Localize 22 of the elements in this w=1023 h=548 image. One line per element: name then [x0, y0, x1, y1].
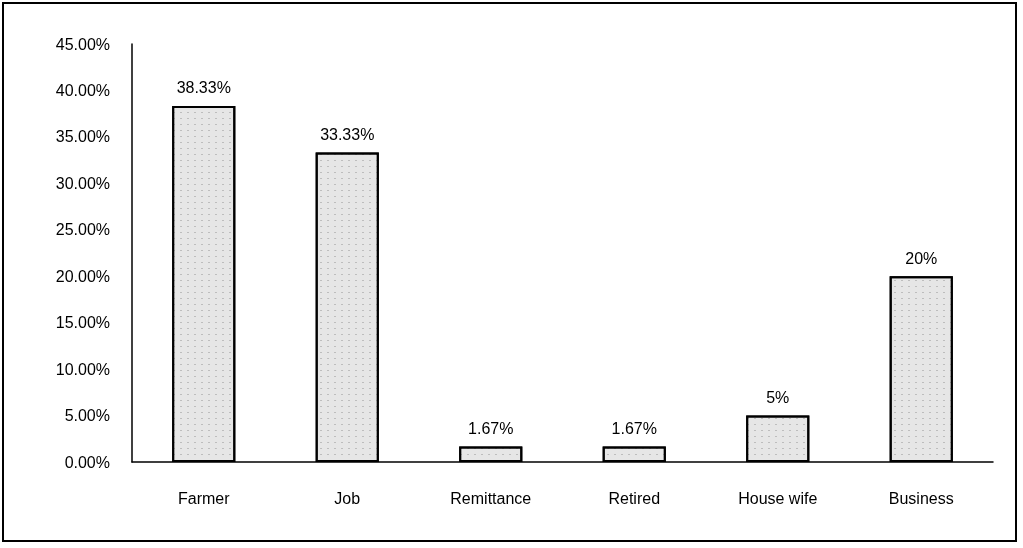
- x-tick-label: Remittance: [450, 489, 532, 507]
- x-tick-label: Business: [888, 489, 954, 507]
- x-tick-label: Job: [334, 489, 361, 507]
- y-tick-label: 10.00%: [55, 360, 110, 378]
- x-tick-label: House wife: [738, 489, 818, 507]
- x-tick-label: Farmer: [177, 489, 231, 507]
- y-tick-label: 25.00%: [55, 221, 110, 239]
- x-tick-label: Retired: [608, 489, 661, 507]
- data-label: 5%: [766, 389, 790, 407]
- y-tick-label: 35.00%: [55, 128, 110, 146]
- y-tick-label: 5.00%: [64, 407, 110, 425]
- data-label: 38.33%: [176, 79, 231, 97]
- data-label: 1.67%: [611, 419, 657, 437]
- data-label: 20%: [905, 249, 938, 267]
- y-tick-label: 40.00%: [55, 81, 110, 99]
- y-tick-label: 0.00%: [64, 453, 110, 471]
- data-label: 33.33%: [320, 125, 375, 143]
- y-tick-label: 30.00%: [55, 174, 110, 192]
- y-tick-label: 45.00%: [55, 35, 110, 53]
- y-tick-label: 15.00%: [55, 314, 110, 332]
- y-tick-label: 20.00%: [55, 267, 110, 285]
- data-label: 1.67%: [468, 419, 514, 437]
